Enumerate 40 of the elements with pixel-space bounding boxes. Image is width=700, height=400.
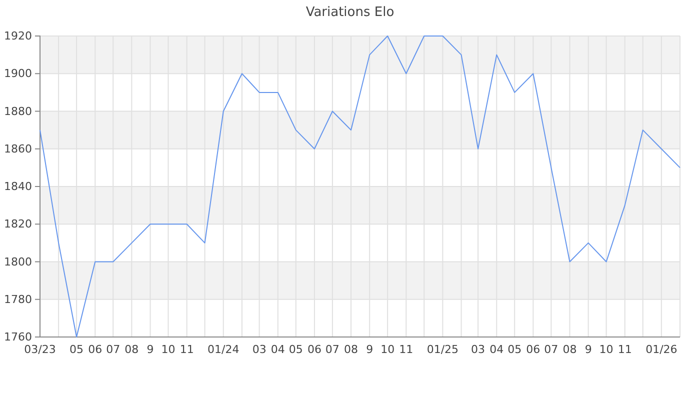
- x-tick-label: 11: [618, 342, 632, 356]
- x-tick-label: 11: [399, 342, 414, 356]
- y-tick-label: 1800: [4, 255, 32, 268]
- x-tick-label: 07: [106, 342, 120, 356]
- y-tick-label: 1880: [4, 104, 32, 118]
- x-tick-label: 04: [270, 342, 285, 356]
- x-tick-label: 04: [490, 342, 504, 356]
- x-tick-label: 03: [471, 342, 486, 356]
- x-tick-label: 06: [88, 342, 102, 356]
- x-tick-label: 05: [70, 342, 84, 356]
- x-tick-label: 08: [562, 342, 577, 356]
- y-tick-label: 1900: [4, 67, 32, 80]
- x-tick-label: 08: [124, 342, 139, 356]
- x-tick-label: 08: [344, 342, 358, 356]
- x-tick-label: 01/25: [426, 342, 459, 356]
- x-tick-label: 01/24: [208, 342, 240, 356]
- chart-title: Variations Elo: [306, 5, 394, 20]
- x-tick-label: 10: [380, 342, 395, 356]
- x-tick-label: 06: [526, 342, 540, 356]
- y-tick-label: 1760: [4, 330, 32, 344]
- x-tick-label: 01/26: [646, 342, 678, 356]
- line-series: [40, 36, 680, 338]
- y-tick-label: 1860: [4, 142, 32, 156]
- x-tick-label: 11: [180, 342, 194, 356]
- x-tick-label: 03/23: [24, 342, 56, 356]
- x-tick-label: 05: [288, 342, 303, 356]
- x-tick-label: 9: [366, 342, 374, 356]
- x-tick-label: 9: [146, 342, 154, 356]
- x-tick-label: 03: [252, 342, 266, 356]
- x-tick-label: 9: [584, 342, 592, 356]
- y-tick-label: 1820: [4, 218, 32, 231]
- x-tick-label: 05: [508, 342, 522, 356]
- x-tick-label: 06: [307, 342, 322, 356]
- x-tick-label: 10: [599, 342, 614, 356]
- x-tick-label: 07: [325, 342, 340, 356]
- x-tick-label: 10: [161, 342, 176, 356]
- y-tick-label: 1920: [4, 30, 32, 43]
- y-tick-label: 1840: [4, 180, 32, 194]
- x-tick-label: 07: [544, 342, 558, 356]
- y-tick-label: 1780: [4, 292, 32, 306]
